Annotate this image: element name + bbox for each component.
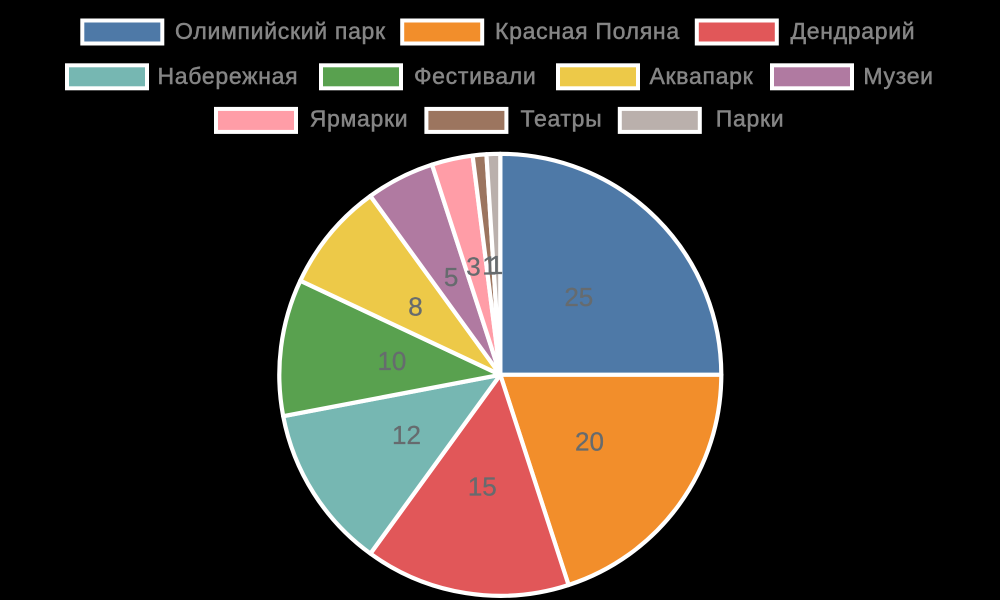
svg-text:Олимпийский парк: Олимпийский парк	[175, 18, 386, 44]
svg-text:8: 8	[408, 292, 422, 322]
svg-text:3: 3	[466, 252, 480, 282]
svg-text:1: 1	[489, 250, 503, 280]
svg-text:5: 5	[444, 262, 458, 292]
svg-text:Дендрарий: Дендрарий	[791, 18, 916, 44]
svg-text:10: 10	[377, 346, 406, 376]
svg-text:15: 15	[468, 472, 497, 502]
svg-text:Набережная: Набережная	[158, 63, 299, 89]
svg-text:Театры: Театры	[521, 106, 603, 132]
svg-text:25: 25	[564, 282, 593, 312]
svg-text:Ярмарки: Ярмарки	[310, 106, 409, 132]
svg-text:Фестивали: Фестивали	[414, 63, 536, 89]
svg-text:1: 1	[482, 251, 496, 281]
svg-text:20: 20	[575, 427, 604, 457]
svg-text:Красная Поляна: Красная Поляна	[495, 18, 680, 44]
svg-text:Парки: Парки	[716, 106, 785, 132]
svg-text:Аквапарк: Аквапарк	[650, 63, 754, 89]
svg-text:Музеи: Музеи	[863, 63, 933, 89]
svg-text:12: 12	[392, 420, 421, 450]
